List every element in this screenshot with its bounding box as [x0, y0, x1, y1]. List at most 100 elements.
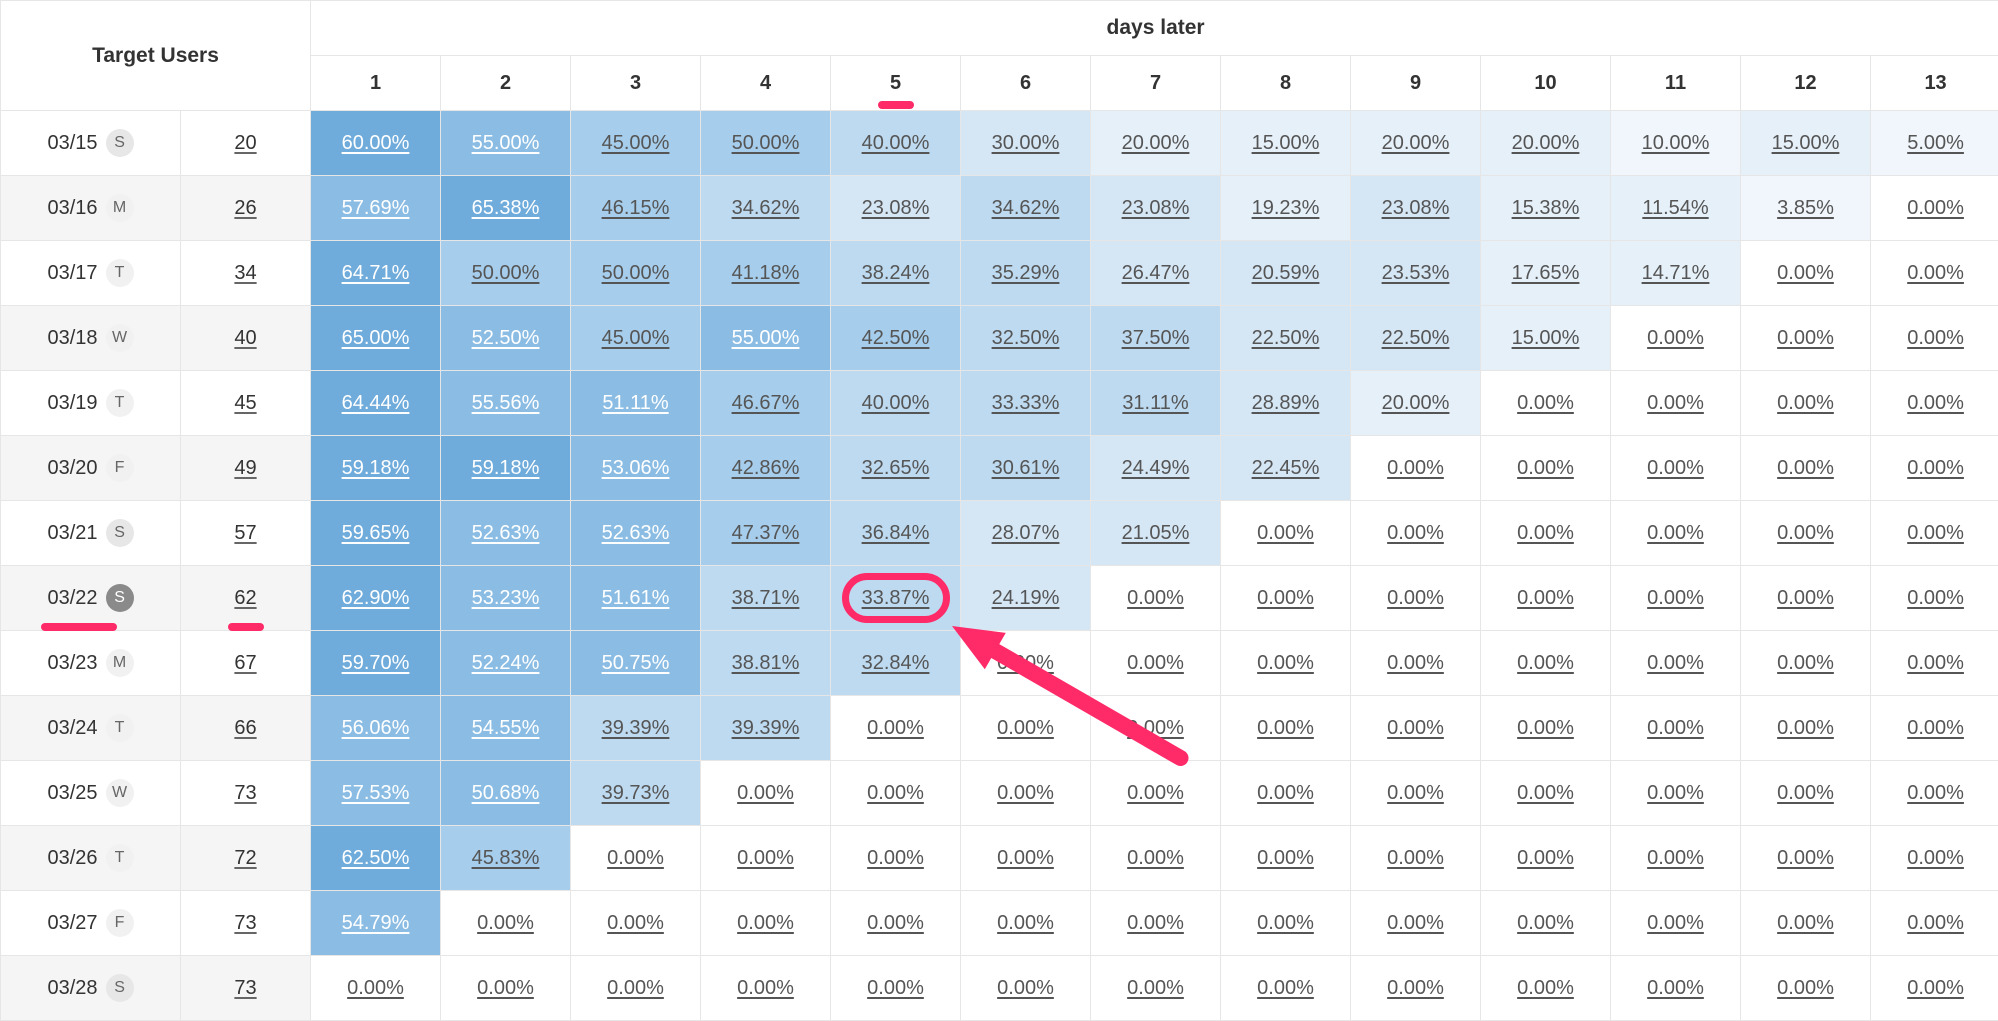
- pct-cell[interactable]: 0.00%: [961, 956, 1091, 1021]
- pct-value[interactable]: 0.00%: [477, 912, 534, 934]
- pct-value[interactable]: 55.00%: [472, 132, 540, 154]
- pct-value[interactable]: 0.00%: [1257, 652, 1314, 674]
- pct-value[interactable]: 37.50%: [1122, 327, 1190, 349]
- pct-cell[interactable]: 5.00%: [1871, 111, 1998, 176]
- users-value[interactable]: 40: [234, 327, 256, 349]
- pct-value[interactable]: 0.00%: [1777, 457, 1834, 479]
- pct-cell[interactable]: 62.90%: [311, 566, 441, 631]
- pct-value[interactable]: 15.00%: [1772, 132, 1840, 154]
- pct-cell[interactable]: 51.11%: [571, 371, 701, 436]
- pct-cell[interactable]: 0.00%: [961, 826, 1091, 891]
- pct-cell[interactable]: 0.00%: [1611, 891, 1741, 956]
- pct-value[interactable]: 0.00%: [1907, 977, 1964, 999]
- pct-value[interactable]: 54.79%: [342, 912, 410, 934]
- pct-value[interactable]: 14.71%: [1642, 262, 1710, 284]
- pct-value[interactable]: 0.00%: [1777, 587, 1834, 609]
- pct-cell[interactable]: 45.00%: [571, 306, 701, 371]
- pct-value[interactable]: 0.00%: [1777, 652, 1834, 674]
- pct-cell[interactable]: 0.00%: [1611, 761, 1741, 826]
- pct-value[interactable]: 52.24%: [472, 652, 540, 674]
- pct-value[interactable]: 33.33%: [992, 392, 1060, 414]
- pct-cell[interactable]: 52.63%: [441, 501, 571, 566]
- pct-value[interactable]: 0.00%: [1517, 652, 1574, 674]
- pct-value[interactable]: 57.69%: [342, 197, 410, 219]
- users-cell[interactable]: 62: [181, 566, 311, 631]
- pct-value[interactable]: 0.00%: [1127, 912, 1184, 934]
- pct-cell[interactable]: 0.00%: [961, 761, 1091, 826]
- pct-cell[interactable]: 40.00%: [831, 111, 961, 176]
- pct-value[interactable]: 23.08%: [862, 197, 930, 219]
- pct-value[interactable]: 23.08%: [1122, 197, 1190, 219]
- pct-value[interactable]: 0.00%: [1257, 912, 1314, 934]
- pct-cell[interactable]: 0.00%: [701, 826, 831, 891]
- pct-cell[interactable]: 21.05%: [1091, 501, 1221, 566]
- pct-cell[interactable]: 0.00%: [1611, 956, 1741, 1021]
- pct-cell[interactable]: 0.00%: [1871, 501, 1998, 566]
- pct-value[interactable]: 53.06%: [602, 457, 670, 479]
- pct-cell[interactable]: 20.00%: [1481, 111, 1611, 176]
- pct-cell[interactable]: 0.00%: [831, 956, 961, 1021]
- users-cell[interactable]: 72: [181, 826, 311, 891]
- pct-cell[interactable]: 38.24%: [831, 241, 961, 306]
- pct-value[interactable]: 39.73%: [602, 782, 670, 804]
- pct-cell[interactable]: 59.18%: [441, 436, 571, 501]
- pct-value[interactable]: 0.00%: [1777, 912, 1834, 934]
- pct-cell[interactable]: 0.00%: [1871, 371, 1998, 436]
- users-value[interactable]: 73: [234, 782, 256, 804]
- pct-value[interactable]: 0.00%: [1647, 977, 1704, 999]
- pct-value[interactable]: 0.00%: [1647, 847, 1704, 869]
- pct-value[interactable]: 0.00%: [1387, 457, 1444, 479]
- pct-value[interactable]: 0.00%: [1257, 977, 1314, 999]
- pct-value[interactable]: 0.00%: [997, 652, 1054, 674]
- pct-value[interactable]: 40.00%: [862, 132, 930, 154]
- pct-cell[interactable]: 65.00%: [311, 306, 441, 371]
- pct-value[interactable]: 50.00%: [602, 262, 670, 284]
- pct-value[interactable]: 0.00%: [1647, 392, 1704, 414]
- pct-cell[interactable]: 0.00%: [1091, 696, 1221, 761]
- pct-cell[interactable]: 0.00%: [1481, 826, 1611, 891]
- pct-value[interactable]: 0.00%: [607, 912, 664, 934]
- pct-cell[interactable]: 50.00%: [441, 241, 571, 306]
- pct-cell[interactable]: 0.00%: [961, 891, 1091, 956]
- pct-value[interactable]: 23.53%: [1382, 262, 1450, 284]
- pct-cell[interactable]: 10.00%: [1611, 111, 1741, 176]
- pct-value[interactable]: 0.00%: [1517, 912, 1574, 934]
- pct-cell[interactable]: 28.07%: [961, 501, 1091, 566]
- users-cell[interactable]: 73: [181, 891, 311, 956]
- pct-cell[interactable]: 15.00%: [1741, 111, 1871, 176]
- pct-value[interactable]: 5.00%: [1907, 132, 1964, 154]
- pct-value[interactable]: 0.00%: [1647, 587, 1704, 609]
- pct-cell[interactable]: 45.83%: [441, 826, 571, 891]
- pct-value[interactable]: 0.00%: [1647, 327, 1704, 349]
- users-cell[interactable]: 67: [181, 631, 311, 696]
- pct-value[interactable]: 0.00%: [867, 782, 924, 804]
- pct-cell[interactable]: 59.65%: [311, 501, 441, 566]
- pct-cell[interactable]: 0.00%: [1351, 891, 1481, 956]
- pct-cell[interactable]: 0.00%: [1611, 436, 1741, 501]
- pct-cell[interactable]: 39.39%: [701, 696, 831, 761]
- pct-cell[interactable]: 30.00%: [961, 111, 1091, 176]
- pct-value[interactable]: 62.50%: [342, 847, 410, 869]
- pct-cell[interactable]: 0.00%: [1741, 306, 1871, 371]
- pct-cell[interactable]: 0.00%: [571, 956, 701, 1021]
- pct-cell[interactable]: 0.00%: [1741, 891, 1871, 956]
- pct-value[interactable]: 0.00%: [1127, 977, 1184, 999]
- pct-cell[interactable]: 0.00%: [1481, 956, 1611, 1021]
- pct-cell[interactable]: 60.00%: [311, 111, 441, 176]
- pct-value[interactable]: 0.00%: [1127, 782, 1184, 804]
- pct-cell[interactable]: 0.00%: [1091, 631, 1221, 696]
- pct-cell[interactable]: 33.33%: [961, 371, 1091, 436]
- pct-value[interactable]: 62.90%: [342, 587, 410, 609]
- pct-cell[interactable]: 38.71%: [701, 566, 831, 631]
- pct-cell[interactable]: 0.00%: [1481, 696, 1611, 761]
- pct-value[interactable]: 30.61%: [992, 457, 1060, 479]
- users-cell[interactable]: 73: [181, 761, 311, 826]
- pct-value[interactable]: 0.00%: [1387, 977, 1444, 999]
- pct-value[interactable]: 0.00%: [1907, 717, 1964, 739]
- pct-cell[interactable]: 54.79%: [311, 891, 441, 956]
- pct-value[interactable]: 0.00%: [1387, 652, 1444, 674]
- pct-value[interactable]: 20.00%: [1382, 132, 1450, 154]
- pct-cell[interactable]: 0.00%: [311, 956, 441, 1021]
- pct-value[interactable]: 24.49%: [1122, 457, 1190, 479]
- pct-cell[interactable]: 54.55%: [441, 696, 571, 761]
